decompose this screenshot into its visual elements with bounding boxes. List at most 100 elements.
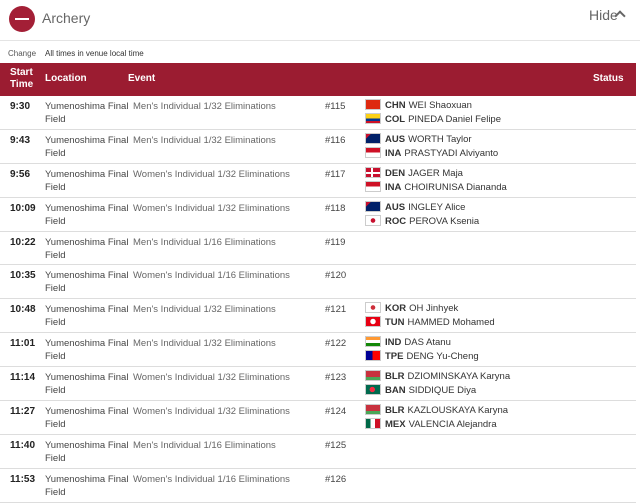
athlete: DEN JAGER Maja <box>365 166 507 181</box>
flag-icon <box>365 146 381 158</box>
start-time: 9:43 <box>10 134 31 146</box>
change-link[interactable]: Change <box>8 49 37 58</box>
event: Women's Individual 1/32 Eliminations <box>133 202 290 214</box>
subheader: Change All times in venue local time <box>0 44 640 63</box>
start-time: 11:53 <box>10 473 36 485</box>
column-header: Start Time <box>10 67 34 90</box>
table-body: 9:30 Yumenoshima Final Field Men's Individ… <box>0 96 636 503</box>
flag-icon <box>365 200 381 212</box>
athlete: TPE DENG Yu-Cheng <box>365 350 479 364</box>
athlete-name: HAMMED Mohamed <box>407 317 495 329</box>
athlete-name: DAS Atanu <box>404 337 451 349</box>
country-code: INA <box>385 147 402 159</box>
athlete-name: PRASTYADI Alviyanto <box>404 147 499 159</box>
event: Women's Individual 1/32 Eliminations <box>133 372 290 384</box>
start-time: 10:09 <box>10 202 36 214</box>
start-time: 11:40 <box>10 439 36 451</box>
match-number: #119 <box>325 236 346 248</box>
match-number: #126 <box>325 473 347 485</box>
athlete-name: WORTH Taylor <box>408 133 472 145</box>
title: Archery <box>42 10 91 26</box>
location: Yumenoshima Final Field <box>45 168 129 193</box>
start-time: 10:48 <box>10 304 36 316</box>
match-number: #121 <box>325 304 347 316</box>
athlete: KOR OH Jinhyek <box>365 302 495 316</box>
match-number: #123 <box>325 372 347 384</box>
event: Men's Individual 1/32 Eliminations <box>133 101 276 112</box>
event: Women's Individual 1/16 Eliminations <box>133 270 290 282</box>
column-header: Event <box>128 73 156 84</box>
start-time: 11:27 <box>10 406 36 418</box>
country-code: TUN <box>385 317 405 329</box>
location: Yumenoshima Final Field <box>45 473 129 498</box>
country-code: MEX <box>385 419 406 431</box>
schedule-row: 11:40 Yumenoshima Final Field Men's Indivi… <box>0 435 636 469</box>
country-code: BLR <box>385 371 405 383</box>
schedule-row: 10:22 Yumenoshima Final Field Men's Indivi… <box>0 232 636 266</box>
athletes: AUS INGLEY Alice ROC PEROVA Ksenia <box>365 200 480 229</box>
start-time: 9:30 <box>10 101 31 112</box>
athlete-name: KAZLOUSKAYA Karyna <box>407 405 509 417</box>
schedule-row: 10:35 Yumenoshima Final Field Women's Indi… <box>0 265 636 300</box>
country-code: BAN <box>385 385 406 397</box>
athlete: TUN HAMMED Mohamed <box>365 316 495 330</box>
note: All times in venue local time <box>45 49 144 58</box>
country-code: KOR <box>385 303 407 315</box>
schedule-row: 9:30 Yumenoshima Final Field Men's Individ… <box>0 96 636 130</box>
athlete: BAN SIDDIQUE Diya <box>365 384 510 398</box>
start-time: 10:22 <box>10 236 36 248</box>
table-header: Start Time Location Event Status <box>0 63 636 96</box>
event: Men's Individual 1/32 Eliminations <box>133 134 276 146</box>
hide-toggle[interactable]: Hide <box>589 7 618 23</box>
athlete-name: JAGER Maja <box>408 167 463 179</box>
athlete-name: CHOIRUNISA Diananda <box>404 181 507 193</box>
country-code: AUS <box>385 201 406 213</box>
flag-icon <box>365 214 381 226</box>
start-time: 10:35 <box>10 270 36 282</box>
athletes: CHN WEI Shaoxuan COL PINEDA Daniel Felipe <box>365 99 501 127</box>
athlete-name: INGLEY Alice <box>408 201 466 213</box>
flag-icon <box>365 384 381 396</box>
athlete: BLR KAZLOUSKAYA Karyna <box>365 404 508 418</box>
athletes: AUS WORTH Taylor INA PRASTYADI Alviyanto <box>365 132 499 161</box>
athlete: ROC PEROVA Ksenia <box>365 214 480 229</box>
schedule-row: 11:27 Yumenoshima Final Field Women's Indi… <box>0 401 636 435</box>
sport-icon <box>9 6 35 32</box>
schedule-row: 11:53 Yumenoshima Final Field Women's Indi… <box>0 469 636 503</box>
flag-icon <box>365 404 381 416</box>
location: Yumenoshima Final Field <box>45 338 129 363</box>
athlete-name: PINEDA Daniel Felipe <box>408 114 501 125</box>
athlete: INA CHOIRUNISA Diananda <box>365 180 507 195</box>
athlete: MEX VALENCIA Alejandra <box>365 418 508 432</box>
athletes: KOR OH Jinhyek TUN HAMMED Mohamed <box>365 302 495 330</box>
athlete: INA PRASTYADI Alviyanto <box>365 146 499 161</box>
schedule-row: 11:14 Yumenoshima Final Field Women's Indi… <box>0 367 636 402</box>
start-time: 9:56 <box>10 168 31 180</box>
flag-icon <box>365 350 381 362</box>
location: Yumenoshima Final Field <box>45 101 129 125</box>
country-code: ROC <box>385 215 407 227</box>
match-number: #118 <box>325 202 346 214</box>
country-code: DEN <box>385 167 406 179</box>
match-number: #124 <box>325 406 347 418</box>
country-code: INA <box>385 181 402 193</box>
schedule-row: 10:48 Yumenoshima Final Field Men's Indivi… <box>0 299 636 334</box>
country-code: AUS <box>385 133 406 145</box>
flag-icon <box>365 166 381 178</box>
location: Yumenoshima Final Field <box>45 236 129 261</box>
match-number: #115 <box>325 101 346 112</box>
athlete-name: DZIOMINSKAYA Karyna <box>407 371 511 383</box>
flag-icon <box>365 336 381 348</box>
schedule-row: 9:43 Yumenoshima Final Field Men's Individ… <box>0 130 636 164</box>
location: Yumenoshima Final Field <box>45 372 129 397</box>
athlete-name: PEROVA Ksenia <box>409 215 480 227</box>
match-number: #125 <box>325 439 347 451</box>
column-header: Location <box>45 73 87 84</box>
country-code: IND <box>385 337 402 349</box>
athlete-name: OH Jinhyek <box>409 303 459 315</box>
event: Women's Individual 1/32 Eliminations <box>133 168 290 180</box>
athletes: BLR DZIOMINSKAYA Karyna BAN SIDDIQUE Diya <box>365 370 510 398</box>
country-code: CHN <box>385 100 406 111</box>
schedule-row: 9:56 Yumenoshima Final Field Women's Indiv… <box>0 164 636 198</box>
